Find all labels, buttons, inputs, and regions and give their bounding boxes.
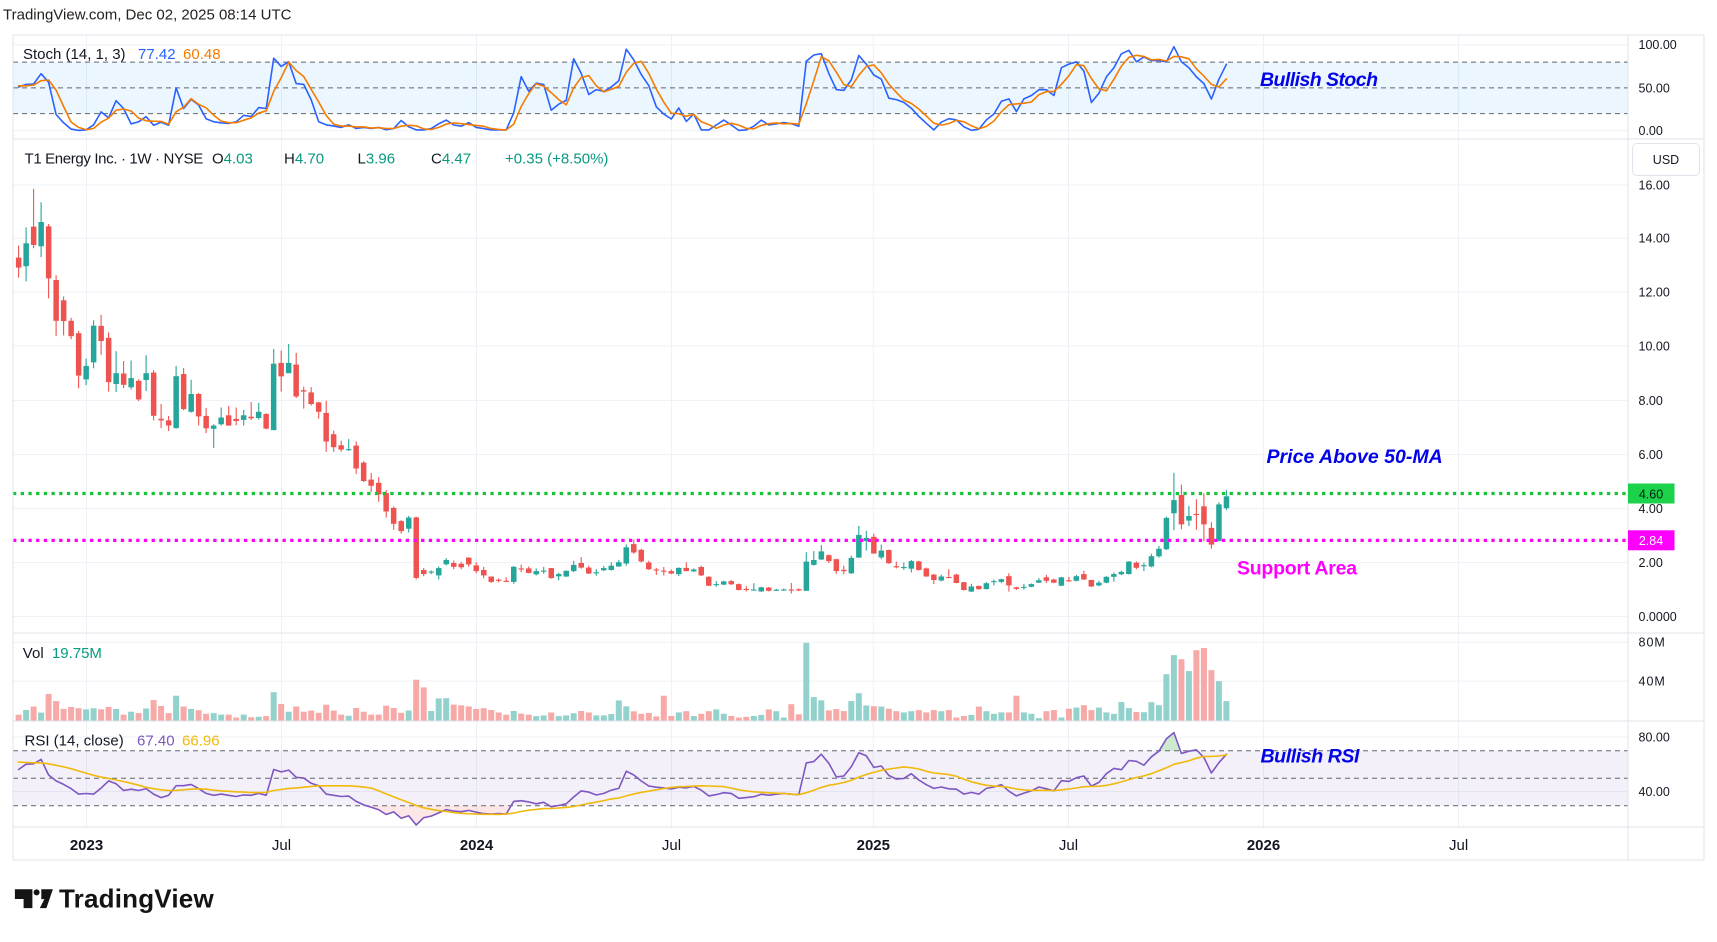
svg-text:16.00: 16.00	[1639, 178, 1670, 192]
svg-text:4.60: 4.60	[1639, 487, 1663, 501]
svg-text:100.00: 100.00	[1639, 38, 1677, 52]
svg-text:C4.47: C4.47	[431, 151, 471, 168]
svg-text:2.84: 2.84	[1639, 534, 1663, 548]
svg-text:Jul: Jul	[272, 837, 291, 854]
svg-text:19.75M: 19.75M	[52, 645, 102, 662]
svg-text:0.00: 0.00	[1639, 124, 1663, 138]
svg-text:L3.96: L3.96	[358, 151, 396, 168]
svg-text:Stoch (14, 1, 3): Stoch (14, 1, 3)	[23, 46, 126, 63]
svg-text:Price Above 50-MA: Price Above 50-MA	[1267, 446, 1443, 468]
svg-text:H4.70: H4.70	[284, 151, 324, 168]
svg-text:O4.03: O4.03	[212, 151, 253, 168]
svg-text:2026: 2026	[1247, 837, 1280, 854]
svg-text:4.00: 4.00	[1639, 502, 1663, 516]
svg-text:USD: USD	[1653, 153, 1679, 167]
svg-text:0.0000: 0.0000	[1639, 610, 1677, 624]
svg-text:Jul: Jul	[1449, 837, 1468, 854]
svg-text:60.48: 60.48	[183, 46, 221, 63]
svg-text:80.00: 80.00	[1639, 730, 1670, 744]
svg-text:T1 Energy Inc. · 1W · NYSE: T1 Energy Inc. · 1W · NYSE	[25, 151, 204, 168]
svg-text:10.00: 10.00	[1639, 339, 1670, 353]
svg-text:66.96: 66.96	[182, 733, 220, 750]
svg-text:8.00: 8.00	[1639, 394, 1663, 408]
svg-text:77.42: 77.42	[138, 46, 176, 63]
svg-text:Jul: Jul	[1059, 837, 1078, 854]
svg-text:80M: 80M	[1639, 636, 1666, 650]
svg-text:RSI (14, close): RSI (14, close)	[25, 733, 124, 750]
svg-text:TradingView.com, Dec 02, 2025: TradingView.com, Dec 02, 2025 08:14 UTC	[3, 7, 292, 24]
svg-text:+0.35 (+8.50%): +0.35 (+8.50%)	[505, 151, 608, 168]
svg-text:Vol: Vol	[23, 645, 44, 662]
svg-text:67.40: 67.40	[137, 733, 175, 750]
svg-text:50.00: 50.00	[1639, 81, 1670, 95]
svg-text:Jul: Jul	[662, 837, 681, 854]
svg-text:2024: 2024	[460, 837, 494, 854]
svg-text:2025: 2025	[857, 837, 890, 854]
svg-text:TradingView: TradingView	[59, 884, 214, 914]
svg-text:2.00: 2.00	[1639, 556, 1663, 570]
svg-text:14.00: 14.00	[1639, 232, 1670, 246]
svg-text:6.00: 6.00	[1639, 448, 1663, 462]
svg-text:2023: 2023	[70, 837, 103, 854]
svg-text:Bullish Stoch: Bullish Stoch	[1260, 69, 1378, 91]
svg-text:12.00: 12.00	[1639, 285, 1670, 299]
svg-text:40.00: 40.00	[1639, 785, 1670, 799]
svg-text:40M: 40M	[1639, 674, 1666, 688]
svg-text:Bullish RSI: Bullish RSI	[1261, 746, 1361, 768]
svg-text:Support Area: Support Area	[1237, 558, 1357, 580]
